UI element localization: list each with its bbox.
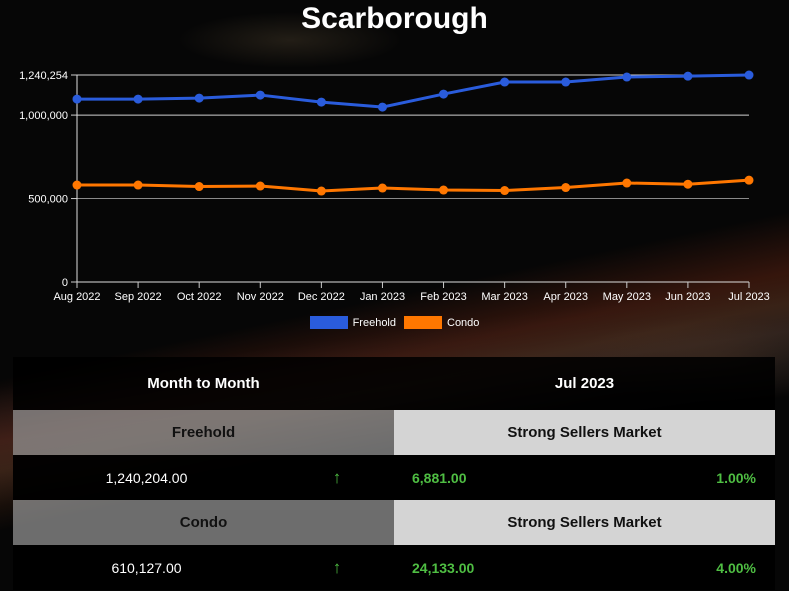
- x-tick-label: Oct 2022: [177, 291, 222, 303]
- y-tick-label: 0: [62, 277, 68, 289]
- data-point-freehold[interactable]: [744, 70, 754, 80]
- series-line-freehold: [77, 73, 750, 109]
- table-row-condo-values: 610,127.00 ↑ 24,133.00 4.00%: [13, 545, 775, 590]
- x-tick-label: Jul 2023: [728, 291, 770, 303]
- header-period: Jul 2023: [554, 375, 615, 392]
- property-type: Condo: [13, 500, 394, 545]
- data-point-condo[interactable]: [744, 175, 754, 185]
- table-row-freehold-values: 1,240,204.00 ↑ 6,881.00 1.00%: [13, 455, 775, 500]
- legend-label: Condo: [447, 316, 480, 329]
- legend-label: Freehold: [352, 316, 396, 329]
- legend-item-condo[interactable]: Condo: [404, 316, 479, 329]
- data-point-condo[interactable]: [316, 186, 326, 196]
- data-point-condo[interactable]: [133, 180, 143, 190]
- change-value: 24,133.00: [412, 559, 475, 576]
- change-value: 6,881.00: [412, 469, 467, 486]
- y-tick-label: 500,000: [28, 194, 68, 206]
- change-percent: 1.00%: [716, 469, 756, 486]
- market-summary-table: Month to Month Jul 2023 Freehold Strong …: [13, 357, 775, 590]
- price-value: 1,240,204.00: [105, 469, 188, 486]
- y-tick-label: 1,240,254: [19, 70, 68, 82]
- data-point-freehold[interactable]: [316, 97, 326, 107]
- data-point-freehold[interactable]: [194, 93, 204, 103]
- data-point-freehold[interactable]: [133, 94, 143, 104]
- y-tick-label: 1,000,000: [19, 110, 68, 122]
- data-point-freehold[interactable]: [683, 71, 693, 81]
- data-point-freehold[interactable]: [439, 89, 449, 99]
- x-tick-label: Jun 2023: [665, 291, 710, 303]
- legend-swatch-freehold: [309, 316, 348, 329]
- page-title: Scarborough: [301, 2, 488, 35]
- price-value: 610,127.00: [111, 559, 182, 576]
- legend-item-freehold[interactable]: Freehold: [309, 316, 396, 329]
- data-point-freehold[interactable]: [255, 90, 265, 100]
- property-type: Freehold: [13, 410, 394, 455]
- x-tick-label: Mar 2023: [481, 291, 527, 303]
- data-point-freehold[interactable]: [561, 77, 571, 87]
- x-tick-label: Feb 2023: [420, 291, 466, 303]
- series-line-condo: [77, 178, 750, 193]
- arrow-up-icon: ↑: [332, 467, 342, 487]
- x-tick-label: May 2023: [603, 291, 651, 303]
- table-row-freehold-label: Freehold Strong Sellers Market: [13, 410, 775, 455]
- market-status: Strong Sellers Market: [394, 410, 775, 455]
- header-month-to-month: Month to Month: [147, 375, 260, 392]
- data-point-condo[interactable]: [255, 181, 265, 191]
- table-header-row: Month to Month Jul 2023: [13, 357, 775, 410]
- data-point-condo[interactable]: [439, 185, 449, 195]
- data-point-condo[interactable]: [377, 183, 387, 193]
- data-point-freehold[interactable]: [72, 94, 82, 104]
- data-point-freehold[interactable]: [377, 102, 387, 112]
- x-tick-label: Nov 2022: [237, 291, 284, 303]
- data-point-condo[interactable]: [194, 182, 204, 192]
- x-tick-label: Jan 2023: [360, 291, 405, 303]
- arrow-up-icon: ↑: [332, 557, 342, 577]
- table-row-condo-label: Condo Strong Sellers Market: [13, 500, 775, 545]
- x-tick-label: Dec 2022: [298, 291, 345, 303]
- chart-legend: Freehold Condo: [0, 316, 789, 329]
- data-point-condo[interactable]: [622, 178, 632, 188]
- legend-swatch-condo: [404, 316, 442, 329]
- data-point-freehold[interactable]: [622, 72, 632, 82]
- data-point-condo[interactable]: [72, 180, 82, 190]
- x-tick-label: Sep 2022: [115, 291, 162, 303]
- change-percent: 4.00%: [716, 559, 756, 576]
- x-tick-label: Apr 2023: [543, 291, 588, 303]
- x-tick-label: Aug 2022: [53, 291, 100, 303]
- data-point-condo[interactable]: [683, 179, 693, 189]
- data-point-freehold[interactable]: [500, 77, 510, 87]
- market-status: Strong Sellers Market: [394, 500, 775, 545]
- data-point-condo[interactable]: [561, 183, 571, 193]
- line-chart: 0 500,000 1,000,000 1,240,254 Aug 2022 Sep 20…: [19, 70, 770, 303]
- data-point-condo[interactable]: [500, 186, 510, 196]
